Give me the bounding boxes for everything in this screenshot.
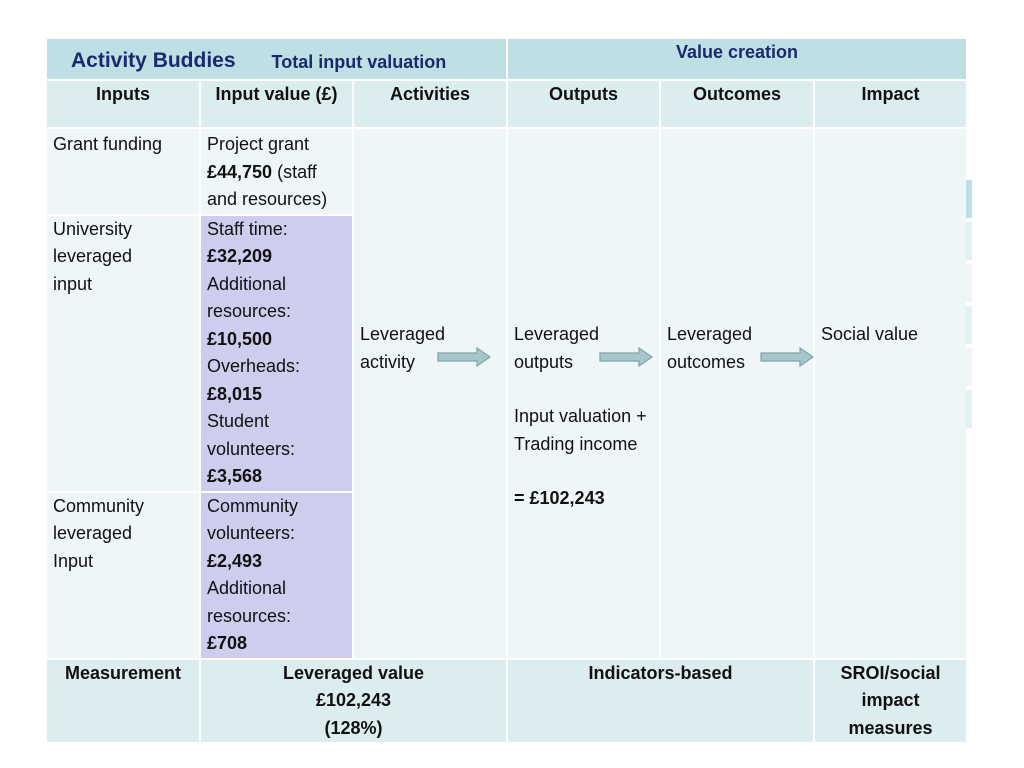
arrow-right-icon — [760, 347, 814, 367]
value-amount: £2,493 — [207, 550, 263, 571]
col-header-inputs: Inputs — [45, 79, 201, 129]
community-value: Community volunteers: £2,493 Additional … — [199, 490, 354, 660]
value-amount: £708 — [207, 633, 248, 653]
outcomes-cell: Leveraged outcomes — [659, 127, 815, 660]
value-line: Staff time: — [207, 218, 288, 239]
value-creation-cell: Value creation — [505, 37, 969, 81]
value-line: Overheads: — [207, 356, 301, 376]
activities-cell: Leveraged activity — [352, 127, 508, 660]
column-header: Outputs — [549, 84, 618, 104]
indicators-text: Indicators-based — [588, 662, 733, 683]
measurement-label: Measurement — [64, 662, 182, 683]
edge-strip — [966, 306, 972, 344]
leveraged-value-heading: Leveraged value — [282, 662, 425, 683]
value-creation-heading: Value creation — [675, 42, 799, 62]
col-header-input-value: Input value (£) — [199, 79, 354, 129]
community-label: Community leveraged Input — [45, 490, 201, 660]
col-header-activities: Activities — [352, 79, 508, 129]
col-header-outputs: Outputs — [506, 79, 661, 129]
row-label: Community leveraged Input — [53, 495, 145, 571]
activity-text: Leveraged activity — [360, 324, 446, 372]
leveraged-value-cell: Leveraged value £102,243 (128%) — [199, 657, 508, 744]
impact-text: Social value — [821, 324, 919, 344]
column-header: Impact — [861, 84, 920, 104]
value-amount: £10,500 — [207, 328, 273, 349]
column-header: Outcomes — [692, 84, 782, 104]
row-label: Grant funding — [53, 134, 163, 154]
university-label: University leveraged input — [45, 213, 201, 493]
value-line: Project grant — [207, 134, 310, 154]
edge-strip — [966, 264, 972, 302]
value-note: (staff and resources) — [207, 161, 328, 210]
outputs-cell: Leveraged outputs Input valuation + Trad… — [506, 127, 661, 660]
value-line: Additional resources: — [207, 273, 292, 322]
value-amount: £3,568 — [207, 466, 263, 486]
edge-strip — [966, 348, 972, 386]
outputs-total-text: = £102,243 — [514, 488, 605, 508]
value-line: Student volunteers: — [207, 411, 296, 459]
leveraged-value-percent: (128%) — [324, 717, 383, 738]
measurement-label-cell: Measurement — [45, 657, 201, 744]
arrow-right-icon — [437, 347, 491, 367]
grant-funding-value: Project grant £44,750 (staff and resource… — [199, 127, 354, 216]
value-amount: £8,015 — [207, 383, 263, 404]
edge-strip — [966, 390, 972, 428]
arrow-right-icon — [599, 347, 653, 367]
input-valuation-heading: Total input valuation — [271, 51, 447, 72]
edge-strip — [966, 180, 972, 218]
col-header-impact: Impact — [812, 79, 969, 129]
indicators-cell: Indicators-based — [506, 657, 815, 744]
value-amount: £44,750 — [207, 161, 273, 182]
leveraged-value-amount: £102,243 — [315, 690, 392, 710]
outputs-text: Leveraged outputs — [514, 324, 600, 372]
value-line: Community volunteers: — [207, 495, 299, 544]
sroi-table: Activity Buddies Total input valuation Va… — [45, 37, 969, 744]
outputs-calc-text: Input valuation + Trading income — [514, 406, 647, 454]
grant-funding-label: Grant funding — [45, 127, 201, 216]
university-value: Staff time: £32,209 Additional resources… — [199, 213, 354, 493]
header-title-cell: Activity Buddies Total input valuation — [45, 37, 508, 81]
value-amount: £32,209 — [207, 246, 273, 266]
impact-cell: Social value — [812, 127, 969, 660]
page-title: Activity Buddies — [71, 48, 236, 72]
sroi-cell: SROI/social impact measures — [812, 657, 969, 744]
sroi-text: SROI/social impact measures — [840, 662, 941, 738]
outcomes-text: Leveraged outcomes — [667, 324, 753, 372]
row-label: University leveraged input — [53, 218, 133, 294]
col-header-outcomes: Outcomes — [659, 79, 815, 129]
edge-strip — [966, 222, 972, 260]
column-header: Activities — [389, 84, 471, 104]
value-line: Additional resources: — [207, 578, 292, 626]
column-header: Inputs — [96, 84, 150, 104]
column-header: Input value (£) — [215, 84, 338, 104]
